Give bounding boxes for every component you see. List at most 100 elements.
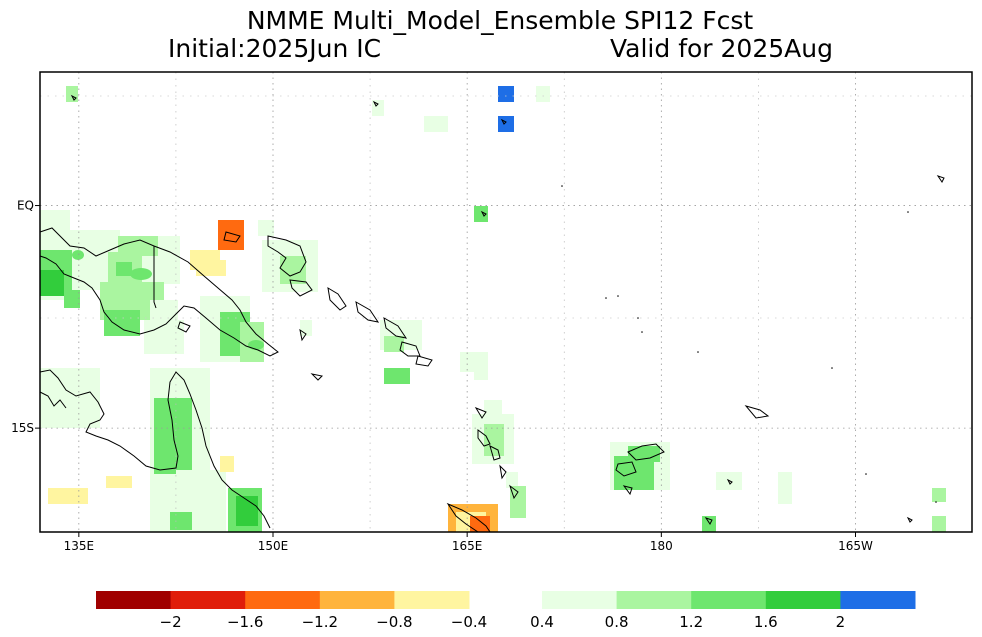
coastline-path	[267, 235, 307, 277]
lon-tick-label: 180	[650, 539, 673, 553]
coastline-path	[474, 406, 487, 419]
spi-cell	[536, 86, 550, 102]
island-dot	[605, 297, 607, 299]
spi-cell	[160, 430, 184, 466]
spi-cell	[778, 472, 792, 504]
colorbar-swatch	[319, 591, 395, 609]
coastline-path	[153, 246, 157, 309]
lon-tick-label: 165W	[838, 539, 873, 553]
spi-cell	[60, 390, 92, 410]
map-plot-area: 135E 150E 165E 180 165W EQ 15S	[11, 71, 973, 553]
spi-cell	[40, 404, 64, 422]
spi-cell	[258, 220, 274, 236]
coastline-path	[627, 443, 665, 461]
spi-anomaly-field	[40, 86, 946, 532]
coastline-path	[480, 210, 487, 217]
island-dot	[617, 295, 619, 297]
spi-cell	[474, 206, 488, 222]
coastline-path	[936, 175, 945, 183]
graticule	[40, 72, 972, 532]
lat-tick-label: EQ	[17, 199, 34, 213]
colorbar-label: 2	[836, 613, 846, 631]
spi-cell	[510, 486, 526, 518]
coastline-path	[906, 516, 913, 523]
coastline-path	[310, 373, 324, 381]
spi-cell	[48, 488, 88, 504]
island-dot	[831, 367, 833, 369]
coastline-path	[399, 341, 421, 357]
spi-cell	[506, 472, 518, 488]
coastline-path	[70, 94, 77, 101]
spi-cell	[196, 260, 226, 276]
colorbar-label: −0.8	[376, 613, 412, 631]
coastline-path	[744, 405, 770, 419]
island-dot	[935, 501, 937, 503]
spi-cell	[116, 262, 132, 276]
spi-cell	[66, 86, 78, 102]
spi-cell	[498, 116, 514, 132]
coastline-path	[39, 391, 67, 409]
coastline-path	[372, 100, 379, 107]
colorbar-swatch	[691, 591, 767, 609]
spi-cell	[932, 488, 946, 502]
coastline-path	[299, 328, 307, 342]
lat-tick-label: 15S	[11, 421, 34, 435]
coastline-path	[39, 227, 279, 357]
colorbar-label: −0.4	[451, 613, 487, 631]
coastline-path	[726, 478, 733, 485]
spi-cell	[702, 516, 716, 532]
spi-cell	[106, 476, 132, 488]
spi-cell	[474, 368, 488, 380]
spi-cell	[40, 270, 64, 296]
spi-cell	[384, 336, 404, 352]
coastline-path	[499, 464, 507, 480]
colorbar-swatch	[394, 591, 470, 609]
colorbar-swatch	[616, 591, 692, 609]
island-dot	[561, 185, 563, 187]
spi-cell	[628, 446, 660, 462]
colorbar-label: 1.6	[754, 613, 778, 631]
coastline-path	[477, 429, 491, 447]
coastline-path	[355, 301, 380, 323]
colorbar-swatch	[170, 591, 246, 609]
island-dot	[907, 211, 909, 213]
lon-tick-label: 165E	[452, 539, 483, 553]
chart-title: NMME Multi_Model_Ensemble SPI12 Fcst	[247, 6, 754, 35]
coastlines	[39, 94, 945, 533]
axis-ticks: 135E 150E 165E 180 165W EQ 15S	[11, 199, 873, 553]
island-dot	[641, 331, 643, 333]
island-dot	[637, 317, 639, 319]
spi-cell	[460, 352, 488, 372]
coastline-path	[383, 317, 408, 339]
colorbar-swatch	[245, 591, 321, 609]
colorbar-label: 1.2	[679, 613, 703, 631]
spi-contour-blob	[130, 268, 152, 280]
spi-cell	[118, 236, 158, 256]
colorbar-label: −2	[160, 613, 182, 631]
spi-cell	[484, 424, 504, 456]
spi-contour-blob	[72, 250, 84, 260]
coastline-path	[39, 369, 271, 529]
colorbar-swatch	[840, 591, 916, 609]
spi-cell	[384, 368, 410, 384]
colorbar-swatch	[765, 591, 841, 609]
colorbar-swatch	[96, 591, 172, 609]
coastline-path	[509, 484, 519, 500]
coastline-path	[704, 517, 713, 525]
lon-tick-label: 150E	[258, 539, 289, 553]
spi-cell	[150, 300, 178, 320]
colorbar-label: 0.8	[605, 613, 629, 631]
coastline-path	[327, 287, 347, 311]
coastline-path	[177, 321, 191, 333]
coastline-path	[622, 485, 633, 496]
colorbar-swatch	[542, 591, 618, 609]
spi-cell	[218, 220, 244, 250]
spi-cell	[498, 86, 514, 102]
spi-cell	[220, 456, 234, 472]
spi-cell	[104, 310, 140, 336]
colorbar-label: −1.2	[302, 613, 338, 631]
colorbar-label: 0.4	[530, 613, 554, 631]
coastline-path	[223, 231, 241, 243]
spi-cell	[280, 256, 306, 284]
